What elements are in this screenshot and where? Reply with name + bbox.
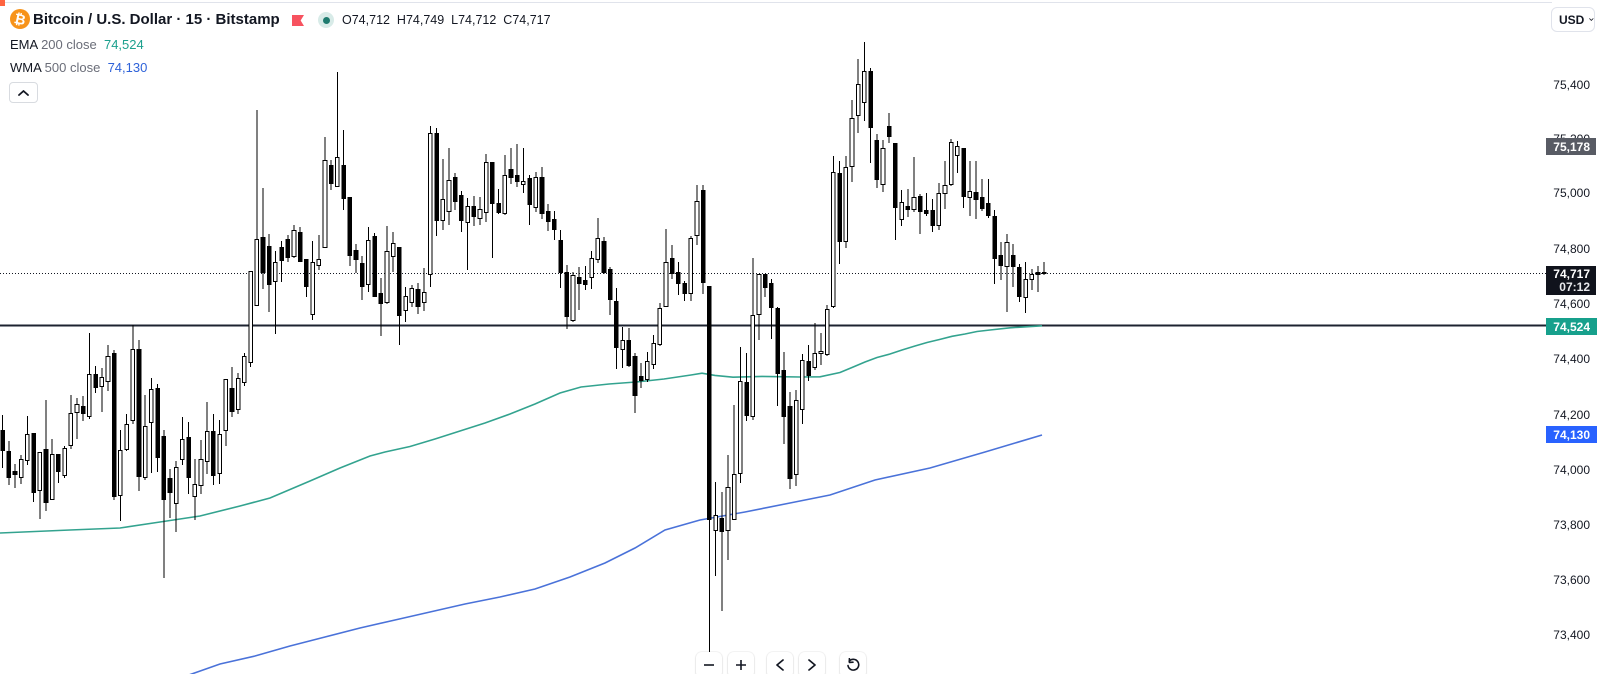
svg-text:74,130: 74,130 [1553, 428, 1590, 442]
svg-text:74,200: 74,200 [1553, 408, 1590, 422]
svg-text:74,524: 74,524 [1553, 320, 1590, 334]
svg-text:07:12: 07:12 [1559, 280, 1590, 294]
svg-text:74,400: 74,400 [1553, 352, 1590, 366]
svg-text:75,000: 75,000 [1553, 186, 1590, 200]
svg-text:74,000: 74,000 [1553, 463, 1590, 477]
svg-text:73,600: 73,600 [1553, 573, 1590, 587]
svg-text:75,400: 75,400 [1553, 78, 1590, 92]
svg-text:74,600: 74,600 [1553, 297, 1590, 311]
svg-text:75,178: 75,178 [1553, 140, 1590, 154]
svg-text:73,400: 73,400 [1553, 628, 1590, 642]
svg-text:74,717: 74,717 [1553, 267, 1590, 281]
svg-text:73,800: 73,800 [1553, 518, 1590, 532]
svg-text:74,800: 74,800 [1553, 242, 1590, 256]
